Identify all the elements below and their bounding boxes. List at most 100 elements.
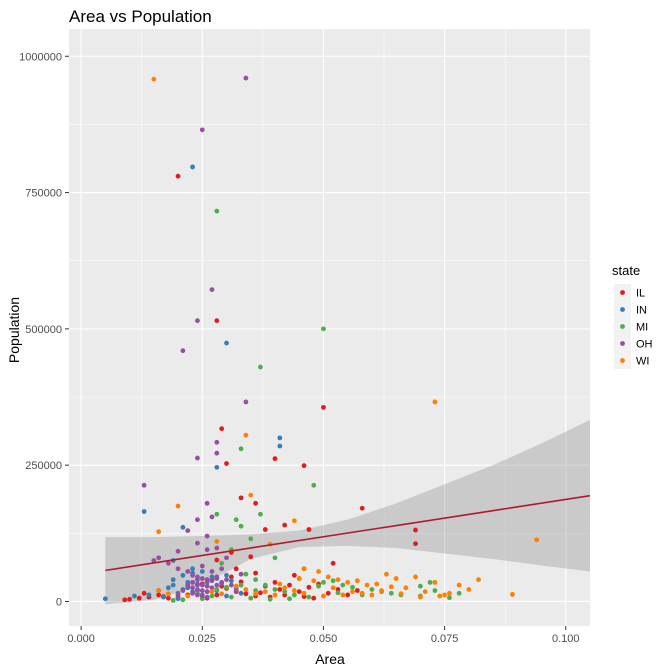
data-point [195,592,200,598]
data-point [345,592,351,598]
legend-item-wi: WI [614,352,649,369]
data-point [204,583,210,589]
x-axis-ticks: 0.000 0.025 0.050 0.075 0.100 [67,626,580,645]
data-point [258,511,263,517]
y-tick-label: 500000 [25,324,62,336]
data-point [248,536,254,542]
series-wi [151,76,540,600]
data-point [437,593,443,599]
data-point [413,527,418,533]
data-point [204,533,210,539]
data-point [311,578,317,584]
data-point [253,570,258,576]
data-point [214,464,220,470]
data-point [432,399,438,405]
data-point [311,595,317,601]
data-point [209,589,215,595]
data-point [209,585,215,591]
data-point [102,596,108,602]
data-point [180,572,186,578]
data-point [204,589,210,595]
data-point [321,326,326,332]
data-point [359,590,365,596]
data-point [291,592,297,598]
data-point [199,569,205,574]
data-point [248,595,254,601]
legend-marker [620,358,625,363]
data-point [156,592,162,598]
data-point [219,560,225,566]
legend-marker [620,341,625,346]
data-point [175,548,181,554]
points-layer [102,75,540,603]
x-tick-label: 0.050 [310,633,338,645]
data-point [335,590,341,596]
data-point [170,597,176,603]
y-tick-label: 0 [56,596,62,608]
minor-gridlines [69,29,590,626]
data-point [316,569,321,574]
data-point [190,590,195,596]
data-point [199,593,205,599]
y-tick-label: 250000 [25,460,62,472]
data-point [175,592,181,598]
data-point [447,595,452,601]
legend-label: OH [636,339,653,351]
data-point [156,588,162,593]
data-point [161,594,166,600]
data-point [165,595,171,601]
data-point [262,527,268,532]
data-point [447,590,452,596]
data-point [340,582,346,588]
data-point [224,577,229,583]
data-point [190,164,195,170]
data-point [204,594,210,600]
data-point [345,579,351,585]
legend-item-mi: MI [614,318,648,335]
data-point [180,588,186,593]
data-point [253,500,258,506]
data-point [243,571,249,577]
data-point [195,581,200,587]
data-point [209,514,215,520]
data-point [224,340,229,346]
y-axis-ticks: 0 250000 500000 750000 1000000 [19,51,69,608]
data-point [321,579,326,585]
data-point [262,582,268,588]
data-point [224,461,229,466]
data-point [277,435,283,441]
data-point [476,577,481,583]
data-point [316,583,321,589]
data-point [243,399,249,405]
data-point [306,594,312,600]
data-point [296,589,302,595]
legend-item-in: IN [614,301,647,318]
data-point [364,582,370,588]
data-point [321,593,326,599]
data-point [238,523,244,529]
data-point [350,589,355,595]
chart-title: Area vs Population [69,7,212,26]
data-point [214,511,220,517]
data-point [267,596,273,602]
data-point [417,594,423,600]
data-point [277,443,283,449]
data-point [224,572,229,578]
data-point [330,585,336,591]
data-point [204,547,210,553]
data-point [228,582,234,588]
data-point [185,593,191,599]
data-point [180,597,186,603]
data-point [413,541,418,547]
data-point [209,578,215,584]
data-point [272,587,278,592]
data-point [388,584,394,590]
data-point [195,517,200,523]
data-point [233,588,239,593]
data-point [301,590,307,596]
data-point [354,578,360,584]
data-point [190,566,195,572]
data-point [175,503,181,509]
data-point [384,571,389,577]
data-point [180,524,186,530]
